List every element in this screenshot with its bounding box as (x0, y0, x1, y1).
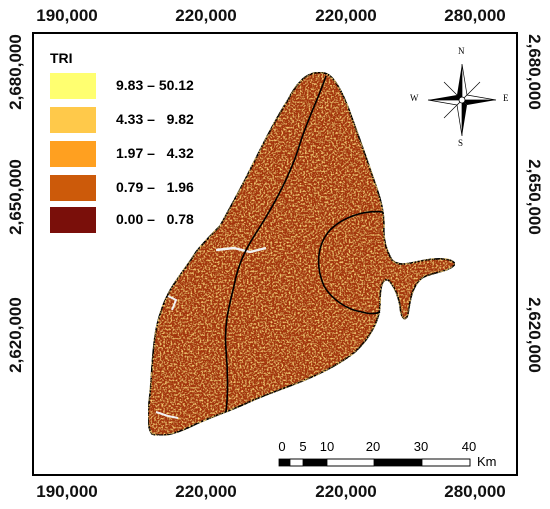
top-tick-4: 280,000 (444, 6, 506, 25)
top-tick-1: 190,000 (36, 6, 98, 25)
legend-item-3: 1.97 – 4.32 (50, 141, 310, 167)
legend-label: 0.79 – 1.96 (116, 179, 194, 195)
scale-label-10: 10 (319, 439, 335, 454)
boundary-line-1 (224, 75, 327, 413)
bottom-tick-3: 220,000 (315, 482, 377, 501)
road-gap (215, 246, 267, 254)
compass-n: N (458, 46, 465, 56)
legend-label: 9.83 – 50.12 (116, 77, 194, 93)
legend-swatch (50, 141, 96, 167)
bottom-tick-1: 190,000 (36, 482, 98, 501)
scale-label-5: 5 (299, 439, 307, 454)
scale-label-30: 30 (413, 439, 429, 454)
legend-item-4: 0.79 – 1.96 (50, 175, 310, 201)
scale-label-40: 40 (461, 439, 477, 454)
boundary-line-2 (317, 210, 384, 315)
top-tick-3: 220,000 (315, 6, 377, 25)
legend-label: 1.97 – 4.32 (116, 145, 194, 161)
legend-swatch (50, 73, 96, 99)
compass-s: S (458, 138, 464, 148)
legend-swatch (50, 175, 96, 201)
scale-label-0: 0 (278, 439, 286, 454)
bottom-tick-2: 220,000 (175, 482, 237, 501)
legend-label: 0.00 – 0.78 (116, 211, 194, 227)
legend-label: 4.33 – 9.82 (116, 111, 194, 127)
coast-gap (167, 295, 178, 311)
legend-swatch (50, 107, 96, 133)
top-tick-2: 220,000 (175, 6, 237, 25)
compass-w: W (410, 93, 419, 103)
legend-title: TRI (50, 50, 73, 66)
scale-unit: Km (477, 454, 497, 469)
legend-item-1: 9.83 – 50.12 (50, 73, 310, 99)
scale-label-20: 20 (365, 439, 381, 454)
compass-rose-icon (427, 63, 497, 137)
coast-gap-2 (155, 411, 179, 419)
legend-item-5: 0.00 – 0.78 (50, 207, 310, 233)
compass-e: E (503, 93, 509, 103)
legend-swatch (50, 207, 96, 233)
study-area-region (147, 71, 456, 437)
bottom-tick-4: 280,000 (444, 482, 506, 501)
scale-bar (278, 458, 471, 467)
legend-item-2: 4.33 – 9.82 (50, 107, 310, 133)
